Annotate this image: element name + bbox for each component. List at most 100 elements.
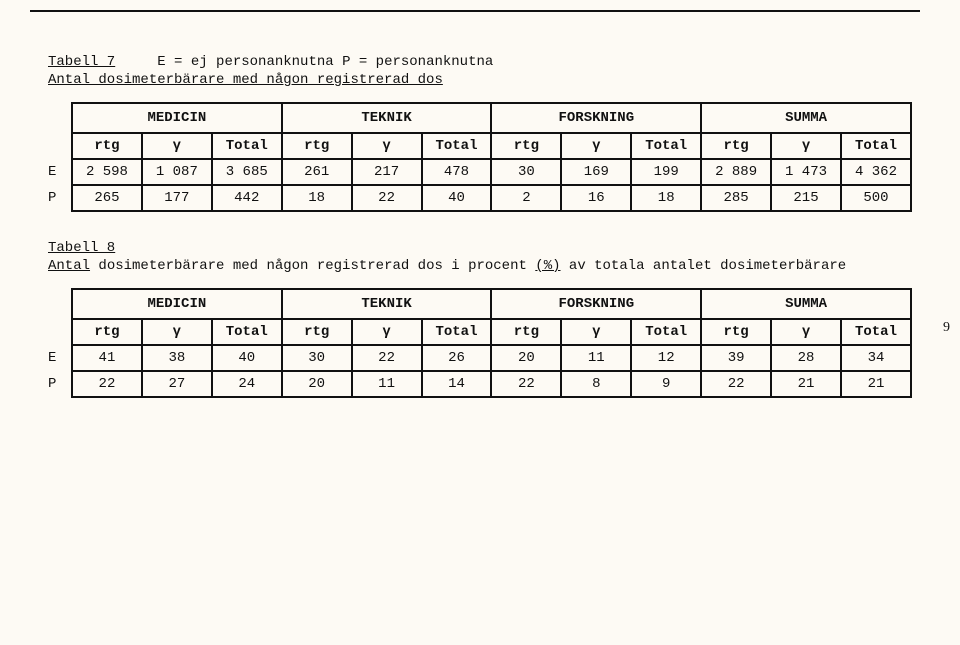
table7-sub-5: Total <box>422 133 492 159</box>
table-row: E 41 38 40 30 22 26 20 11 12 39 28 34 <box>48 345 911 371</box>
table7: MEDICIN TEKNIK FORSKNING SUMMA rtg γ Tot… <box>48 102 912 212</box>
table-cell: 265 <box>72 185 142 211</box>
table-cell: 20 <box>491 345 561 371</box>
table7-group-teknik: TEKNIK <box>282 103 492 133</box>
table7-rowlabel-P: P <box>48 185 72 211</box>
table-cell: 22 <box>491 371 561 397</box>
table8-sub-1: γ <box>142 319 212 345</box>
table7-subtitle: Antal dosimeterbärare med någon registre… <box>48 72 912 88</box>
table-cell: 18 <box>282 185 352 211</box>
table8-sub-5: Total <box>422 319 492 345</box>
table8-title-line: Tabell 8 <box>48 240 912 256</box>
table8-group-forskning: FORSKNING <box>491 289 701 319</box>
table8-sub-6: rtg <box>491 319 561 345</box>
table-cell: 199 <box>631 159 701 185</box>
table8-subtitle-paren: (%) <box>535 258 560 274</box>
table7-subtitle-text: Antal dosimeterbärare med någon registre… <box>48 72 443 88</box>
table-row: P 265 177 442 18 22 40 2 16 18 285 215 5… <box>48 185 911 211</box>
table-cell: 39 <box>701 345 771 371</box>
table8-sub-3: rtg <box>282 319 352 345</box>
table-cell: 261 <box>282 159 352 185</box>
table-cell: 28 <box>771 345 841 371</box>
table-cell: 215 <box>771 185 841 211</box>
table7-sub-4: γ <box>352 133 422 159</box>
table8-subtitle-pre: Antal <box>48 258 90 274</box>
table8-rowlabel-P: P <box>48 371 72 397</box>
table8-group-teknik: TEKNIK <box>282 289 492 319</box>
table-cell: 27 <box>142 371 212 397</box>
table-cell: 40 <box>422 185 492 211</box>
table7-sub-11: Total <box>841 133 911 159</box>
table8-group-medicin: MEDICIN <box>72 289 282 319</box>
table7-group-forskning: FORSKNING <box>491 103 701 133</box>
table7-rowlabel-E: E <box>48 159 72 185</box>
table-cell: 169 <box>561 159 631 185</box>
table7-sub-10: γ <box>771 133 841 159</box>
table-cell: 1 473 <box>771 159 841 185</box>
table7-sub-3: rtg <box>282 133 352 159</box>
table8-sub-9: rtg <box>701 319 771 345</box>
table-cell: 38 <box>142 345 212 371</box>
table-cell: 1 087 <box>142 159 212 185</box>
table8-sub-0: rtg <box>72 319 142 345</box>
table-cell: 22 <box>352 345 422 371</box>
table7-sub-8: Total <box>631 133 701 159</box>
table-cell: 3 685 <box>212 159 282 185</box>
table8-subtitle-tail: av totala antalet dosimeterbärare <box>561 258 847 274</box>
table8-group-summa: SUMMA <box>701 289 911 319</box>
table8-sub-10: γ <box>771 319 841 345</box>
table7-title-desc: E = ej personanknutna P = personanknutna <box>157 54 493 70</box>
table8-subtitle: Antal dosimeterbärare med någon registre… <box>48 258 912 274</box>
page-number-margin: 9 <box>943 320 950 336</box>
table-cell: 40 <box>212 345 282 371</box>
table-cell: 20 <box>282 371 352 397</box>
table7-sub-6: rtg <box>491 133 561 159</box>
page-top-rule <box>30 10 920 12</box>
table-cell: 21 <box>841 371 911 397</box>
table-cell: 16 <box>561 185 631 211</box>
table-cell: 2 <box>491 185 561 211</box>
table-row: P 22 27 24 20 11 14 22 8 9 22 21 21 <box>48 371 911 397</box>
table-cell: 22 <box>352 185 422 211</box>
table-cell: 442 <box>212 185 282 211</box>
table8-subtitle-rest: dosimeterbärare med någon registrerad do… <box>90 258 535 274</box>
table-cell: 217 <box>352 159 422 185</box>
table-cell: 22 <box>72 371 142 397</box>
table-cell: 11 <box>561 345 631 371</box>
table-cell: 18 <box>631 185 701 211</box>
table-cell: 500 <box>841 185 911 211</box>
table-cell: 8 <box>561 371 631 397</box>
table8: MEDICIN TEKNIK FORSKNING SUMMA rtg γ Tot… <box>48 288 912 398</box>
table-cell: 11 <box>352 371 422 397</box>
table8-sub-11: Total <box>841 319 911 345</box>
table-cell: 41 <box>72 345 142 371</box>
table7-sub-0: rtg <box>72 133 142 159</box>
table-cell: 478 <box>422 159 492 185</box>
table8-sub-4: γ <box>352 319 422 345</box>
table7-sub-7: γ <box>561 133 631 159</box>
table8-sub-2: Total <box>212 319 282 345</box>
table-cell: 2 598 <box>72 159 142 185</box>
table8-sub-8: Total <box>631 319 701 345</box>
table-cell: 22 <box>701 371 771 397</box>
table8-sub-7: γ <box>561 319 631 345</box>
table-cell: 9 <box>631 371 701 397</box>
table7-group-medicin: MEDICIN <box>72 103 282 133</box>
table7-sub-1: γ <box>142 133 212 159</box>
table-cell: 30 <box>282 345 352 371</box>
table-cell: 14 <box>422 371 492 397</box>
table-cell: 12 <box>631 345 701 371</box>
table-cell: 30 <box>491 159 561 185</box>
table7-group-summa: SUMMA <box>701 103 911 133</box>
table-cell: 26 <box>422 345 492 371</box>
table-cell: 285 <box>701 185 771 211</box>
table7-sub-9: rtg <box>701 133 771 159</box>
table8-title-label: Tabell 8 <box>48 240 115 256</box>
table-cell: 177 <box>142 185 212 211</box>
table-cell: 24 <box>212 371 282 397</box>
table7-title-line: Tabell 7 E = ej personanknutna P = perso… <box>48 54 912 70</box>
table-row: E 2 598 1 087 3 685 261 217 478 30 169 1… <box>48 159 911 185</box>
table-cell: 34 <box>841 345 911 371</box>
table7-title-label: Tabell 7 <box>48 54 115 70</box>
table-cell: 21 <box>771 371 841 397</box>
